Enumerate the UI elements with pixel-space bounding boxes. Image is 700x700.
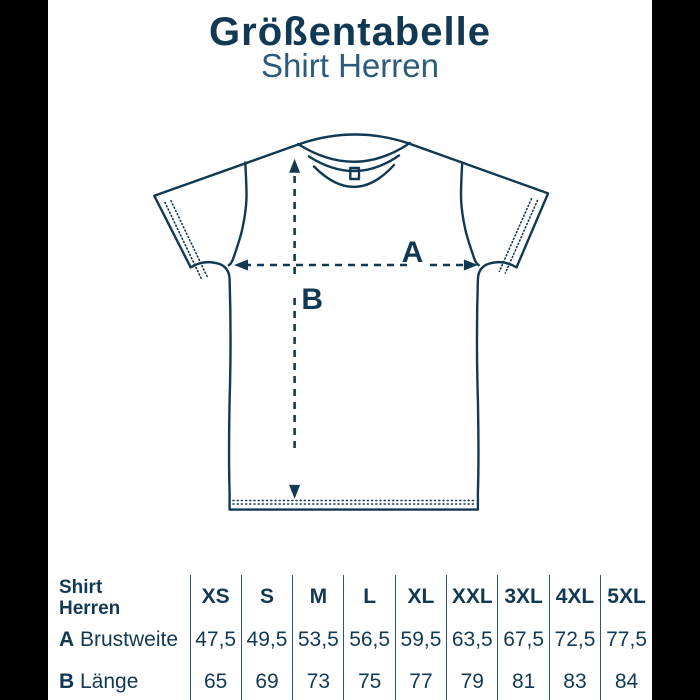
svg-text:B: B xyxy=(301,283,323,316)
svg-text:A: A xyxy=(402,236,424,269)
